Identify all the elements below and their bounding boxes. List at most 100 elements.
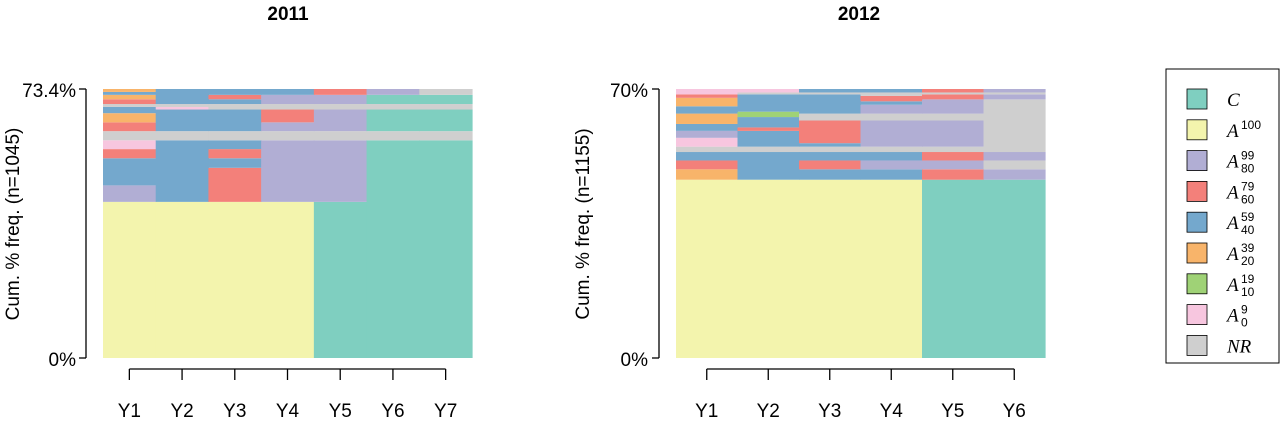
segment-A40_59 [155,140,210,202]
y-tick-min-2012: 0% [621,350,649,371]
segment-A80_99 [983,94,1046,100]
segment-A100 [860,179,923,358]
segment-NR [922,113,985,121]
segment-A40_59 [208,99,262,105]
segment-A80_99 [922,160,985,170]
segment-NR [922,146,985,153]
legend-label: A [1225,244,1239,265]
segment-A40_59 [799,143,862,147]
segment-A40_59 [860,152,923,161]
segment-C [983,179,1046,358]
plot-area-2012: Y1 Y2 Y3 Y4 Y5 Y6 [652,88,1046,422]
x-tick-label: Y7 [434,401,457,422]
segment-C [366,94,420,105]
segment-A60_79 [103,99,157,105]
segment-A80_99 [261,94,315,105]
legend-swatch [1186,304,1208,326]
x-tick-label: Y2 [170,401,193,422]
segment-A60_79 [103,122,157,132]
segment-NR [366,104,420,110]
y-axis-label-2011: Cum. % freq. (n=1045) [3,128,24,321]
segment-A80_99 [313,94,368,105]
segment-A80_99 [860,120,923,147]
segment-C [419,109,473,132]
segment-NR [103,104,157,107]
segment-A60_79 [922,89,985,93]
segment-NR [737,92,800,95]
segment-A80_99 [983,169,1046,180]
legend-label: A [1225,275,1239,296]
segment-A60_79 [103,149,157,159]
segment-A100 [261,201,315,358]
segment-A80_99 [983,152,1046,161]
legend-label: A [1225,182,1239,203]
legend-swatch [1186,273,1208,295]
legend-label: A [1225,306,1239,327]
segment-A60_79 [860,95,923,102]
segment-A40_59 [799,152,862,161]
legend-item-A0_9: A 90 [1186,303,1248,330]
segment-A60_79 [313,89,368,95]
segment-C [366,140,420,358]
segment-A40_59 [799,94,862,114]
segment-A80_99 [313,140,368,202]
segment-A40_59 [676,106,739,114]
segment-C [419,140,473,358]
legend-label-superscript: 39 [1241,241,1255,255]
legend-swatch [1186,88,1208,110]
y-axis-label-2012: Cum. % freq. (n=1155) [573,128,594,319]
segment-NR [313,104,368,110]
legend-label: A [1225,121,1239,142]
segment-NR [983,99,1046,153]
segment-A20_39 [676,113,739,124]
legend-label: A [1225,213,1239,234]
segment-NR [313,131,368,141]
segment-A0_9 [103,140,157,150]
chart-title-2011: 2011 [267,4,309,25]
segment-NR [208,104,262,110]
segment-A80_99 [261,140,315,202]
segment-A0_9 [676,137,739,147]
segment-NR [155,104,210,107]
segment-NR [261,131,315,141]
segment-NR [155,131,210,141]
legend-swatch [1186,211,1208,233]
y-tick-min-2011: 0% [49,350,77,371]
x-tick-label: Y3 [223,401,246,422]
segment-A80_99 [860,160,923,170]
segment-A10_19 [737,111,800,118]
plot-area-2011: Y1 Y2 Y3 Y4 Y5 Y6 Y7 [79,88,473,422]
segment-A40_59 [208,109,262,132]
legend-swatch [1186,180,1208,202]
segment-C [313,201,368,358]
legend-label-superscript: 79 [1241,179,1255,193]
x-tick-label: Y3 [818,401,841,422]
legend-label: NR [1226,336,1252,357]
y-tick-max-2011: 73.4% [22,81,76,102]
segment-A60_79 [208,94,262,100]
segment-A60_79 [737,127,800,131]
legend-label: C [1227,90,1240,111]
y-tick-max-2012: 70% [610,81,648,102]
segment-A60_79 [676,160,739,170]
segment-NR [737,146,800,153]
segment-A100 [103,201,157,358]
segment-A40_59 [103,158,157,186]
segment-A40_59 [676,152,739,161]
segment-A80_99 [103,185,157,202]
segment-A80_99 [983,89,1046,93]
segment-A60_79 [922,169,985,180]
segment-NR [983,92,1046,95]
chart-title-2012: 2012 [838,4,880,25]
legend-label-subscript: 40 [1241,223,1255,237]
segment-A60_79 [799,160,862,170]
legend-label: A [1225,152,1239,173]
segment-A60_79 [676,94,739,98]
segment-A20_39 [676,169,739,180]
segment-C [922,179,985,358]
